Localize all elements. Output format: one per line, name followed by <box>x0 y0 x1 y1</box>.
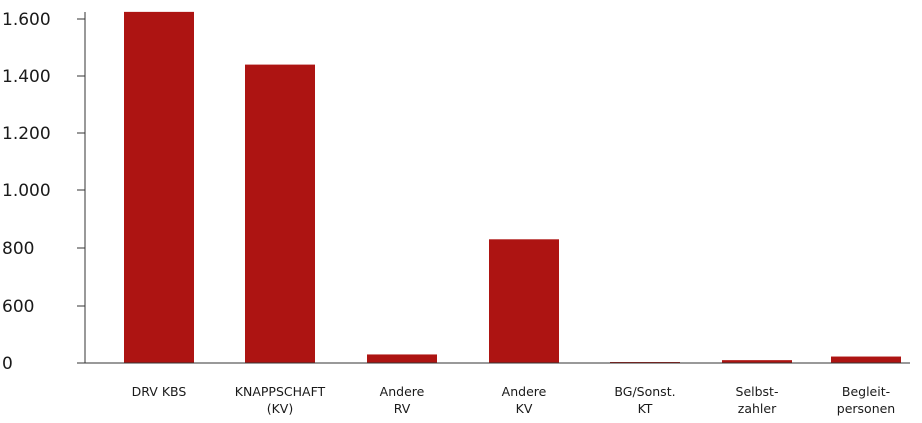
y-tick-label: 0 <box>2 354 13 374</box>
x-tick-label-line: RV <box>394 401 411 416</box>
bar <box>722 360 792 363</box>
y-tick-label: 1.400 <box>2 67 51 87</box>
x-tick-label-line: Andere <box>502 384 547 399</box>
bar <box>831 356 901 363</box>
x-tick-label: Selbst-zahler <box>736 384 779 416</box>
bar <box>367 354 437 363</box>
x-tick-label-line: Selbst- <box>736 384 779 399</box>
x-tick-label: Andere KV <box>502 384 547 416</box>
x-tick-label-line: DRV KBS <box>132 384 187 399</box>
x-tick-label-line: KT <box>638 401 653 416</box>
x-tick-label-line: KV <box>516 401 533 416</box>
y-axis: 0 600 800 1.000 1.200 1.400 1.600 <box>2 10 910 374</box>
x-tick-label-line: Andere <box>380 384 425 399</box>
x-tick-label-line: Begleit- <box>842 384 890 399</box>
x-tick-label-line: (KV) <box>267 401 294 416</box>
x-tick-label-line: zahler <box>738 401 777 416</box>
x-tick-label-line: BG/Sonst. <box>614 384 675 399</box>
x-axis-labels: DRV KBS KNAPPSCHAFT (KV) Andere RV Andere KV BG… <box>132 384 896 416</box>
x-tick-label: BG/Sonst. KT <box>614 384 675 416</box>
y-tick-label: 600 <box>2 297 34 317</box>
y-tick-label: 800 <box>2 239 34 259</box>
y-tick-label: 1.000 <box>2 181 51 201</box>
bar <box>245 64 315 363</box>
y-tick-label: 1.600 <box>2 10 51 30</box>
x-tick-label: KNAPPSCHAFT (KV) <box>235 384 326 416</box>
x-tick-label: Andere RV <box>380 384 425 416</box>
bar <box>124 11 194 363</box>
x-tick-label: DRV KBS <box>132 384 187 399</box>
y-tick-label: 1.200 <box>2 124 51 144</box>
x-tick-label-line: KNAPPSCHAFT <box>235 384 326 399</box>
bars-group <box>124 11 901 363</box>
x-tick-label-line: personen <box>837 401 895 416</box>
bar <box>489 239 559 363</box>
x-tick-label: Begleit-personen <box>837 384 895 416</box>
